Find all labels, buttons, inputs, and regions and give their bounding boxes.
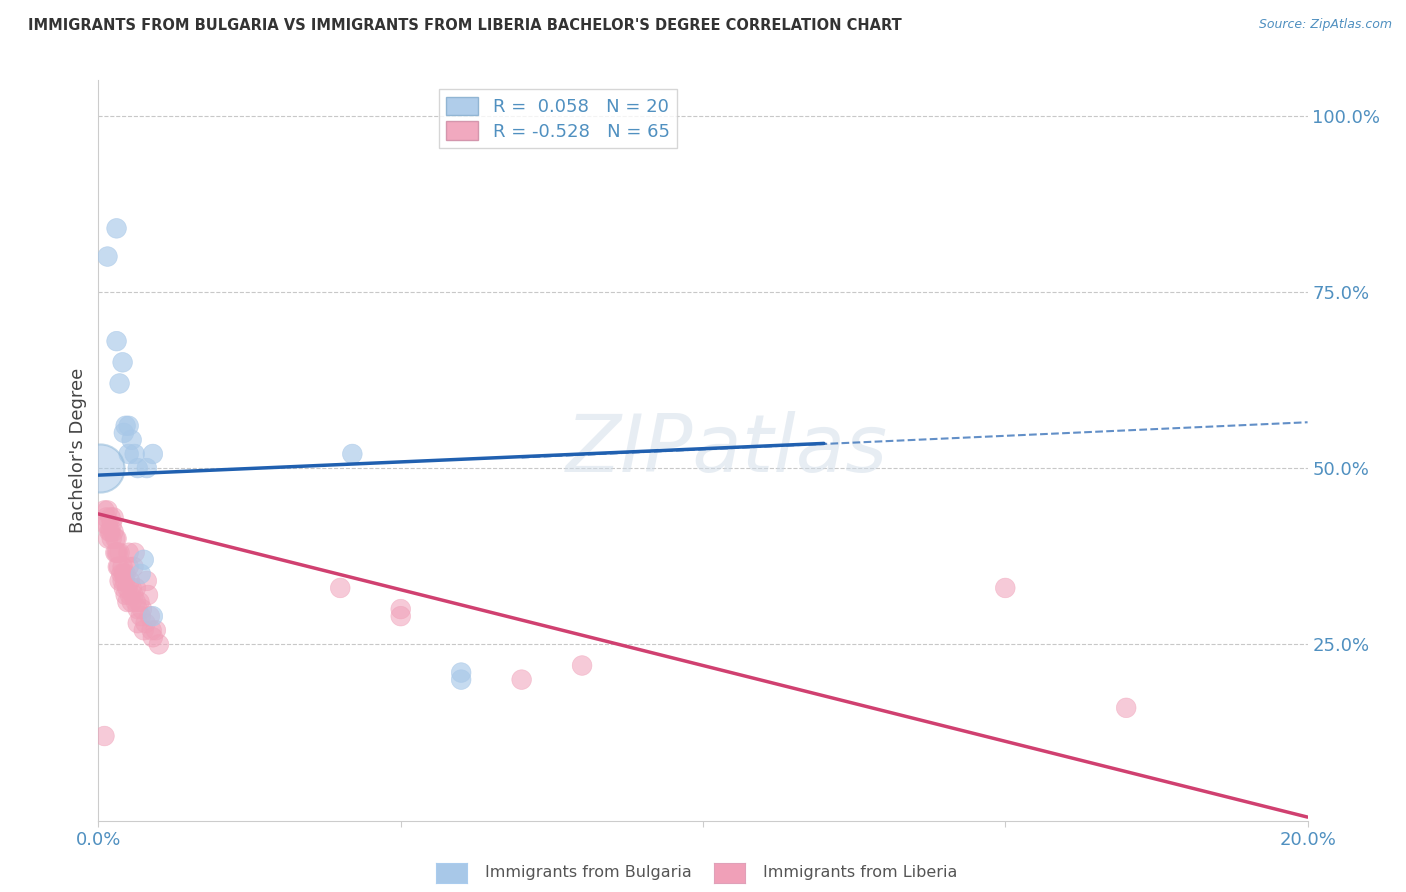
Point (93, 503, 115, 517)
Point (128, 595, 150, 609)
Point (105, 532, 128, 546)
Point (100, 532, 122, 546)
Point (100, 517, 122, 532)
Point (118, 418, 141, 433)
Point (135, 574, 157, 588)
Point (135, 461, 157, 475)
Point (111, 355, 134, 369)
Point (142, 630, 165, 644)
Point (111, 559, 134, 574)
Point (112, 581, 135, 595)
Point (121, 581, 143, 595)
Point (141, 624, 163, 638)
Point (114, 566, 136, 581)
Point (105, 221, 128, 235)
Text: Immigrants from Bulgaria: Immigrants from Bulgaria (485, 865, 692, 880)
Point (132, 624, 155, 638)
Point (131, 602, 153, 616)
Point (107, 546, 129, 560)
Point (125, 595, 148, 609)
Point (112, 566, 135, 581)
Text: ZIPatlas: ZIPatlas (567, 411, 889, 490)
Point (145, 624, 167, 638)
Point (118, 447, 141, 461)
Point (97, 532, 120, 546)
Point (148, 637, 170, 651)
Point (104, 546, 127, 560)
Point (108, 559, 131, 574)
Point (389, 602, 412, 616)
Point (118, 588, 141, 602)
Point (96, 503, 118, 517)
Point (994, 581, 1017, 595)
Point (100, 524, 122, 539)
Point (112, 425, 135, 440)
Point (114, 588, 136, 602)
Point (136, 588, 159, 602)
Text: Source: ZipAtlas.com: Source: ZipAtlas.com (1258, 18, 1392, 31)
Point (111, 574, 134, 588)
Point (108, 574, 131, 588)
Point (103, 510, 125, 524)
Point (100, 510, 122, 524)
Point (118, 546, 141, 560)
Point (139, 609, 162, 624)
Legend: R =  0.058   N = 20, R = -0.528   N = 65: R = 0.058 N = 20, R = -0.528 N = 65 (439, 89, 678, 148)
Point (510, 673, 533, 687)
Point (98, 524, 121, 539)
Point (105, 546, 128, 560)
Point (450, 665, 472, 680)
Point (96, 250, 118, 264)
Point (127, 461, 149, 475)
Point (124, 546, 146, 560)
Text: IMMIGRANTS FROM BULGARIA VS IMMIGRANTS FROM LIBERIA BACHELOR'S DEGREE CORRELATIO: IMMIGRANTS FROM BULGARIA VS IMMIGRANTS F… (28, 18, 901, 33)
Point (127, 616, 149, 631)
Point (108, 546, 131, 560)
Point (110, 566, 132, 581)
Point (342, 447, 364, 461)
Point (129, 609, 152, 624)
Point (107, 559, 129, 574)
Point (121, 433, 143, 447)
Y-axis label: Bachelor's Degree: Bachelor's Degree (69, 368, 87, 533)
Point (142, 609, 165, 624)
Text: Immigrants from Liberia: Immigrants from Liberia (763, 865, 957, 880)
Point (142, 447, 165, 461)
Point (329, 581, 352, 595)
Point (108, 376, 131, 391)
Point (125, 581, 148, 595)
Point (117, 581, 139, 595)
Point (122, 588, 145, 602)
Point (89, 461, 111, 475)
Point (114, 418, 136, 433)
Point (114, 574, 136, 588)
Point (121, 595, 143, 609)
Point (118, 574, 141, 588)
Point (94, 517, 117, 532)
Point (389, 609, 412, 624)
Point (571, 658, 593, 673)
Point (122, 559, 145, 574)
Point (104, 532, 127, 546)
Point (118, 559, 141, 574)
Point (93, 729, 115, 743)
Point (96, 517, 118, 532)
Point (129, 566, 152, 581)
Point (103, 524, 125, 539)
Point (127, 602, 149, 616)
Point (105, 334, 128, 348)
Point (117, 595, 139, 609)
Point (96, 510, 118, 524)
Point (132, 553, 155, 567)
Point (450, 673, 472, 687)
Point (135, 616, 157, 631)
Point (124, 447, 146, 461)
Point (1115, 701, 1137, 715)
